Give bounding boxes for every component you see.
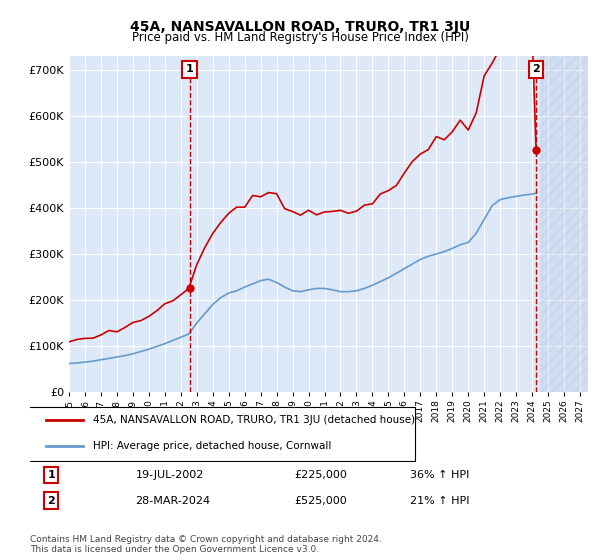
Bar bbox=[540, 56, 588, 392]
Text: 21% ↑ HPI: 21% ↑ HPI bbox=[410, 496, 470, 506]
Text: 2: 2 bbox=[532, 64, 540, 74]
Text: 1: 1 bbox=[47, 470, 55, 480]
Text: HPI: Average price, detached house, Cornwall: HPI: Average price, detached house, Corn… bbox=[94, 441, 332, 451]
Text: 36% ↑ HPI: 36% ↑ HPI bbox=[410, 470, 470, 480]
Text: £525,000: £525,000 bbox=[294, 496, 347, 506]
Text: 2: 2 bbox=[47, 496, 55, 506]
Text: 19-JUL-2002: 19-JUL-2002 bbox=[136, 470, 204, 480]
Text: 45A, NANSAVALLON ROAD, TRURO, TR1 3JU: 45A, NANSAVALLON ROAD, TRURO, TR1 3JU bbox=[130, 20, 470, 34]
Bar bbox=[540, 56, 588, 392]
FancyBboxPatch shape bbox=[25, 407, 415, 461]
Text: £225,000: £225,000 bbox=[294, 470, 347, 480]
Text: Contains HM Land Registry data © Crown copyright and database right 2024.
This d: Contains HM Land Registry data © Crown c… bbox=[30, 535, 382, 554]
Text: Price paid vs. HM Land Registry's House Price Index (HPI): Price paid vs. HM Land Registry's House … bbox=[131, 31, 469, 44]
Text: 28-MAR-2024: 28-MAR-2024 bbox=[136, 496, 211, 506]
Text: 45A, NANSAVALLON ROAD, TRURO, TR1 3JU (detached house): 45A, NANSAVALLON ROAD, TRURO, TR1 3JU (d… bbox=[94, 415, 415, 425]
Text: 1: 1 bbox=[185, 64, 193, 74]
